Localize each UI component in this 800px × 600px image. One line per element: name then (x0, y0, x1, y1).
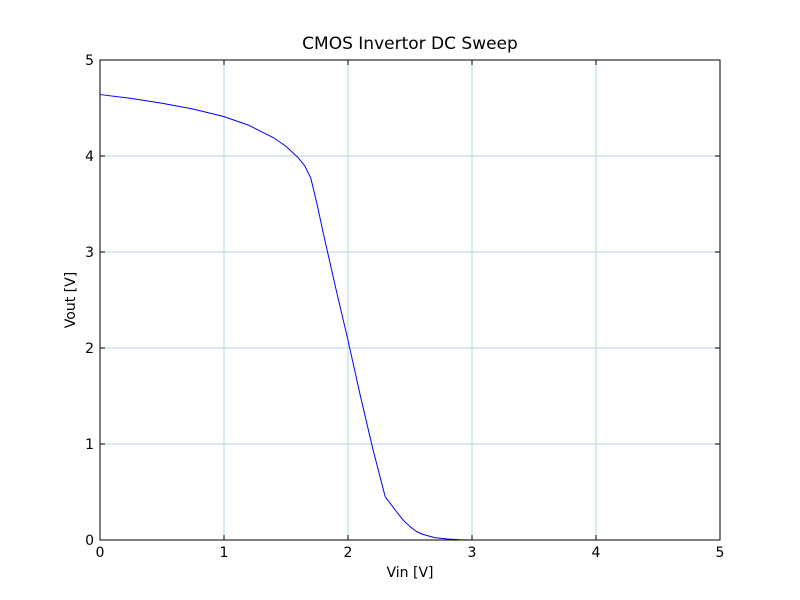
y-tick-label: 5 (85, 53, 94, 69)
x-tick-label: 4 (592, 545, 601, 561)
x-tick-label: 5 (716, 545, 725, 561)
x-tick-label: 0 (96, 545, 105, 561)
y-tick-label: 1 (85, 437, 94, 453)
plot-frame (99, 59, 721, 541)
series-line (99, 94, 720, 541)
y-tick-label: 3 (85, 245, 94, 261)
y-tick-label: 0 (85, 533, 94, 549)
y-axis-label: Vout [V] (63, 272, 79, 328)
chart-title: CMOS Invertor DC Sweep (302, 34, 518, 54)
series-layer (99, 94, 720, 541)
y-tick-labels: 0 1 2 3 4 5 (85, 53, 94, 549)
plot-background (100, 60, 720, 540)
x-tick-label: 2 (344, 545, 353, 561)
x-tick-labels: 0 1 2 3 4 5 (96, 545, 725, 561)
x-tick-label: 1 (220, 545, 229, 561)
y-tick-label: 2 (85, 341, 94, 357)
y-tick-label: 4 (85, 149, 94, 165)
ticks (99, 59, 721, 541)
x-axis-label: Vin [V] (387, 565, 434, 581)
x-tick-label: 3 (468, 545, 477, 561)
